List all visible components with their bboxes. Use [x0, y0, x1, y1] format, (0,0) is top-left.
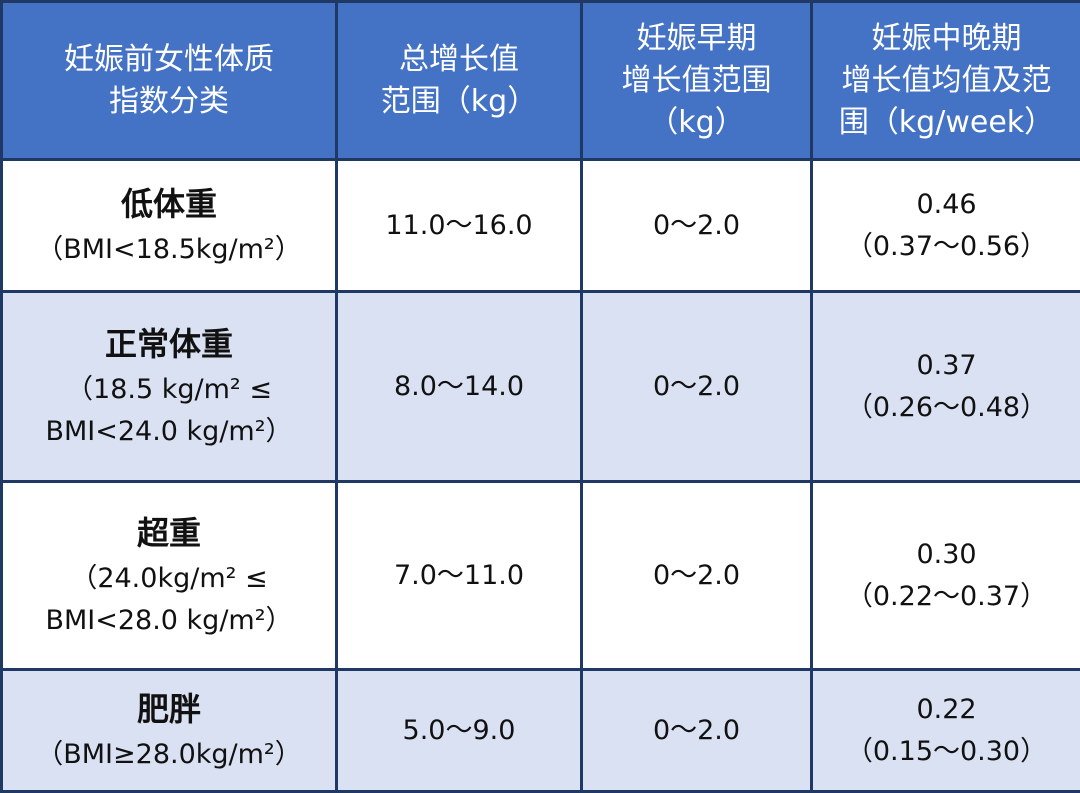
table-cell: 0～2.0 [582, 482, 812, 670]
cell-line: BMI<24.0 kg/m²） [9, 411, 329, 453]
header-cell: 妊娠中晚期增长值均值及范围（kg/week） [812, 2, 1080, 160]
cell-line: 0～2.0 [589, 366, 804, 408]
table-cell: 0.22（0.15～0.30） [812, 670, 1080, 792]
table-cell: 0～2.0 [582, 160, 812, 292]
cell-line: 范围（kg） [344, 81, 574, 123]
cell-line: （18.5 kg/m² ≤ [9, 369, 329, 411]
table-cell: 11.0～16.0 [337, 160, 582, 292]
cell-line: 低体重 [9, 180, 329, 230]
table-cell: 0.30（0.22～0.37） [812, 482, 1080, 670]
cell-line: 0.22 [819, 689, 1074, 731]
cell-line: 0.46 [819, 184, 1074, 226]
table-cell: 0.37（0.26～0.48） [812, 292, 1080, 482]
cell-line: 7.0～11.0 [344, 555, 574, 597]
cell-line: 超重 [9, 509, 329, 559]
header-row: 妊娠前女性体质指数分类总增长值范围（kg）妊娠早期增长值范围（kg）妊娠中晚期增… [2, 2, 1080, 160]
cell-line: （BMI≥28.0kg/m²） [9, 734, 329, 776]
cell-line: 11.0～16.0 [344, 205, 574, 247]
table-cell: 低体重（BMI<18.5kg/m²） [2, 160, 337, 292]
table-cell: 超重（24.0kg/m² ≤BMI<28.0 kg/m²） [2, 482, 337, 670]
header-cell: 总增长值范围（kg） [337, 2, 582, 160]
cell-line: 围（kg/week） [819, 102, 1074, 144]
header-cell: 妊娠前女性体质指数分类 [2, 2, 337, 160]
cell-line: 0～2.0 [589, 205, 804, 247]
cell-line: （0.26～0.48） [819, 387, 1074, 429]
table-cell: 0～2.0 [582, 670, 812, 792]
cell-line: （kg） [589, 102, 804, 144]
cell-line: 妊娠早期 [589, 18, 804, 60]
cell-line: 肥胖 [9, 685, 329, 735]
cell-line: 0～2.0 [589, 710, 804, 752]
cell-line: （0.22～0.37） [819, 576, 1074, 618]
cell-line: （0.37～0.56） [819, 226, 1074, 268]
table-cell: 5.0～9.0 [337, 670, 582, 792]
cell-line: 妊娠中晚期 [819, 18, 1074, 60]
header-cell: 妊娠早期增长值范围（kg） [582, 2, 812, 160]
cell-line: 增长值范围 [589, 60, 804, 102]
table-cell: 8.0～14.0 [337, 292, 582, 482]
cell-line: 0～2.0 [589, 555, 804, 597]
cell-line: 0.30 [819, 534, 1074, 576]
cell-line: 指数分类 [9, 81, 329, 123]
cell-line: BMI<28.0 kg/m²） [9, 600, 329, 642]
cell-line: 8.0～14.0 [344, 366, 574, 408]
cell-line: 总增长值 [344, 39, 574, 81]
table-cell: 肥胖（BMI≥28.0kg/m²） [2, 670, 337, 792]
cell-line: （0.15～0.30） [819, 731, 1074, 773]
table-cell: 7.0～11.0 [337, 482, 582, 670]
cell-line: 0.37 [819, 345, 1074, 387]
cell-line: 5.0～9.0 [344, 710, 574, 752]
cell-line: 妊娠前女性体质 [9, 39, 329, 81]
cell-line: （24.0kg/m² ≤ [9, 558, 329, 600]
table-cell: 0～2.0 [582, 292, 812, 482]
table-cell: 0.46（0.37～0.56） [812, 160, 1080, 292]
table-row: 正常体重（18.5 kg/m² ≤BMI<24.0 kg/m²）8.0～14.0… [2, 292, 1080, 482]
table-cell: 正常体重（18.5 kg/m² ≤BMI<24.0 kg/m²） [2, 292, 337, 482]
cell-line: 增长值均值及范 [819, 60, 1074, 102]
cell-line: （BMI<18.5kg/m²） [9, 229, 329, 271]
cell-line: 正常体重 [9, 320, 329, 370]
